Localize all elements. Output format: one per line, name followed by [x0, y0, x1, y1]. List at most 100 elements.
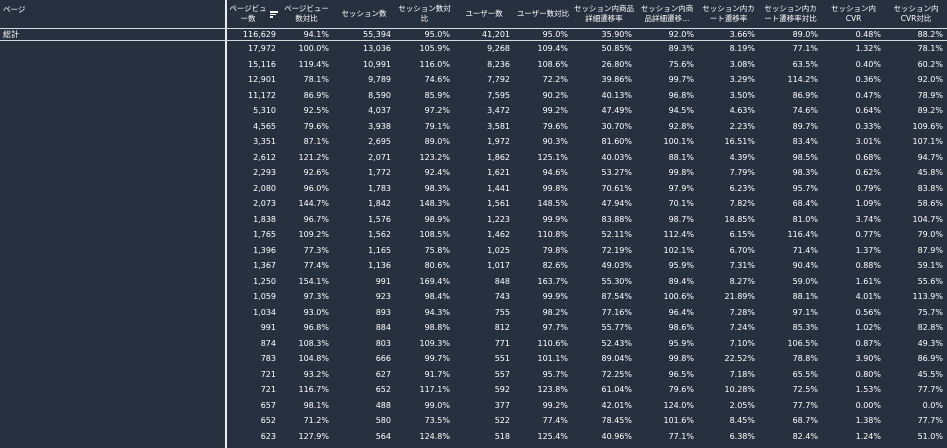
- table-cell: 0.0%: [922, 400, 943, 410]
- table-cell: 1,972: [487, 137, 510, 147]
- table-cell: 893: [375, 307, 391, 317]
- table-cell: 94.7%: [917, 152, 943, 162]
- table-cell: 53.27%: [601, 168, 632, 178]
- table-cell: 45.5%: [917, 369, 943, 379]
- column-header-sessions-ratio[interactable]: セッション数対比: [398, 4, 451, 23]
- table-row[interactable]: 783 104.8% 666 99.7% 551 101.1% 89.04% 99.8% 22.…: [0, 351, 947, 367]
- table-row[interactable]: 4,565 79.6% 3,938 79.1% 3,581 79.6% 30.70% 92.8…: [0, 118, 947, 134]
- table-cell: 592: [494, 385, 510, 395]
- table-row[interactable]: 721 116.7% 652 117.1% 592 123.8% 61.04% 79.6% 10…: [0, 382, 947, 398]
- table-row[interactable]: 991 96.8% 884 98.8% 812 97.7% 55.77% 98.6% 7.24%…: [0, 320, 947, 336]
- table-cell: 1.02%: [855, 323, 881, 333]
- table-cell: 1,136: [368, 261, 391, 271]
- table-cell: 99.9%: [542, 214, 568, 224]
- table-row[interactable]: 2,073 144.7% 1,842 148.3% 1,561 148.5% 47.94% 7…: [0, 196, 947, 212]
- table-cell: 96.8%: [303, 323, 329, 333]
- table-row[interactable]: 59292.6%52695.5%45294.2%79.47%94.2%7.98%…: [0, 444, 947, 448]
- table-cell: 1,838: [253, 214, 276, 224]
- table-cell: 72.2%: [542, 75, 568, 85]
- table-cell: 90.2%: [542, 90, 568, 100]
- table-cell: 991: [260, 323, 276, 333]
- table-cell: 97.1%: [792, 307, 818, 317]
- column-header-pageviews-ratio[interactable]: ページビュー数対比: [284, 4, 329, 23]
- table-row[interactable]: 5,310 92.5% 4,037 97.2% 3,472 99.2% 47.49% 94.5…: [0, 103, 947, 119]
- column-header-users-ratio[interactable]: ユーザー数対比: [516, 9, 570, 18]
- table-cell: 93.0%: [303, 307, 329, 317]
- table-cell: 1,034: [253, 307, 276, 317]
- table-row[interactable]: 3,351 87.1% 2,695 89.0% 1,972 90.3% 81.60% 100.…: [0, 134, 947, 150]
- table-cell: 5,310: [253, 106, 276, 116]
- table-cell: 652: [260, 416, 276, 426]
- table-cell: 96.0%: [303, 183, 329, 193]
- table-cell: 108.5%: [419, 230, 450, 240]
- table-row[interactable]: 1,765 109.2% 1,562 108.5% 1,462 110.8% 52.11% 1…: [0, 227, 947, 243]
- table-cell: 77.1%: [792, 44, 818, 54]
- table-cell: 1,441: [487, 183, 510, 193]
- table-row[interactable]: 17,972 100.0% 13,036 105.9% 9,268 109.4% 50.85…: [0, 41, 947, 57]
- column-header-cvr-ratio[interactable]: セッション内CVR対比: [893, 4, 939, 23]
- table-row[interactable]: 721 93.2% 627 91.7% 557 95.7% 72.25% 96.5% 7.18%…: [0, 366, 947, 382]
- table-cell: 87.54%: [601, 292, 632, 302]
- table-cell: 2,071: [368, 152, 391, 162]
- table-cell: 59.1%: [917, 261, 943, 271]
- column-header-label: ページビュー数: [229, 4, 267, 23]
- column-header-sessions[interactable]: セッション数: [341, 9, 387, 18]
- column-header-users[interactable]: ユーザー数: [465, 9, 503, 18]
- table-cell: 580: [375, 416, 391, 426]
- table-cell: 783: [260, 354, 276, 364]
- table-cell: 1,576: [368, 214, 391, 224]
- table-cell: 70.1%: [668, 199, 694, 209]
- page-cell: [0, 304, 227, 320]
- table-cell: 0.62%: [855, 168, 881, 178]
- table-row[interactable]: 1,367 77.4% 1,136 80.6% 1,017 82.6% 49.03% 95.9…: [0, 258, 947, 274]
- table-row[interactable]: 1,059 97.3% 923 98.4% 743 99.9% 87.54% 100.6% 21…: [0, 289, 947, 305]
- table-row[interactable]: 2,612 121.2% 2,071 123.2% 1,862 125.1% 40.03% 8…: [0, 149, 947, 165]
- table-row[interactable]: 657 98.1% 488 99.0% 377 99.2% 42.01% 124.0% 2.05…: [0, 397, 947, 413]
- column-header-product-detail-rate[interactable]: セッション内商品詳細遷移率: [574, 4, 634, 23]
- table-cell: 2,080: [253, 183, 276, 193]
- table-cell: 74.6%: [424, 75, 450, 85]
- table-cell: 8.19%: [729, 44, 755, 54]
- table-cell: 22.52%: [724, 354, 755, 364]
- table-cell: 755: [494, 307, 510, 317]
- table-row[interactable]: 1,396 77.3% 1,165 75.8% 1,025 79.8% 72.19% 102.…: [0, 242, 947, 258]
- column-header-pageviews[interactable]: ページビュー数: [227, 0, 280, 28]
- table-cell: 78.45%: [601, 416, 632, 426]
- column-header-product-detail-rate-ratio[interactable]: セッション内商品詳細遷移…: [640, 4, 694, 23]
- table-cell: 1,562: [368, 230, 391, 240]
- table-row[interactable]: 623 127.9% 564 124.8% 518 125.4% 40.96% 77.1% 6.…: [0, 428, 947, 444]
- page-cell: [0, 56, 227, 72]
- table-row[interactable]: 1,838 96.7% 1,576 98.9% 1,223 99.9% 83.88% 98.7…: [0, 211, 947, 227]
- total-cell: 41,201: [482, 30, 510, 39]
- table-row[interactable]: 1,034 93.0% 893 94.3% 755 98.2% 77.16% 96.4% 7.2…: [0, 304, 947, 320]
- table-cell: 102.1%: [663, 245, 694, 255]
- table-row[interactable]: 1,250 154.1% 991 169.4% 848 163.7% 55.30% 89.4%…: [0, 273, 947, 289]
- table-cell: 721: [260, 369, 276, 379]
- page-cell: [0, 134, 227, 150]
- table-row[interactable]: 874 108.3% 803 109.3% 771 110.6% 52.43% 95.9% 7.…: [0, 335, 947, 351]
- table-cell: 75.6%: [668, 59, 694, 69]
- table-cell: 95.7%: [542, 369, 568, 379]
- table-cell: 98.4%: [424, 292, 450, 302]
- table-row[interactable]: 2,293 92.6% 1,772 92.4% 1,621 94.6% 53.27% 99.8…: [0, 165, 947, 181]
- table-cell: 1,367: [253, 261, 276, 271]
- table-cell: 89.7%: [792, 121, 818, 131]
- page-cell: [0, 273, 227, 289]
- table-row[interactable]: 12,901 78.1% 9,789 74.6% 7,792 72.2% 39.86% 99.…: [0, 72, 947, 88]
- table-row[interactable]: 652 71.2% 580 73.5% 522 77.4% 78.45% 101.6% 8.45…: [0, 413, 947, 429]
- table-cell: 112.4%: [663, 230, 694, 240]
- table-cell: 58.6%: [917, 199, 943, 209]
- table-row[interactable]: 11,172 86.9% 8,590 85.9% 7,595 90.2% 40.13% 96.…: [0, 87, 947, 103]
- table-row[interactable]: 2,080 96.0% 1,783 98.3% 1,441 99.8% 70.61% 97.9…: [0, 180, 947, 196]
- table-cell: 125.1%: [537, 152, 568, 162]
- table-cell: 1,783: [368, 183, 391, 193]
- table-cell: 39.86%: [601, 75, 632, 85]
- table-cell: 10.28%: [724, 385, 755, 395]
- column-header-cart-rate[interactable]: セッション内カート遷移率: [702, 4, 755, 23]
- sort-descending-icon[interactable]: [270, 10, 278, 18]
- column-header-cart-rate-ratio[interactable]: セッション内カート遷移率対比: [764, 4, 817, 23]
- table-cell: 99.8%: [668, 168, 694, 178]
- column-header-page[interactable]: ページ: [0, 0, 227, 28]
- table-row[interactable]: 15,116 119.4% 10,991 116.0% 8,236 108.6% 26.80…: [0, 56, 947, 72]
- column-header-cvr[interactable]: セッション内CVR: [831, 4, 876, 23]
